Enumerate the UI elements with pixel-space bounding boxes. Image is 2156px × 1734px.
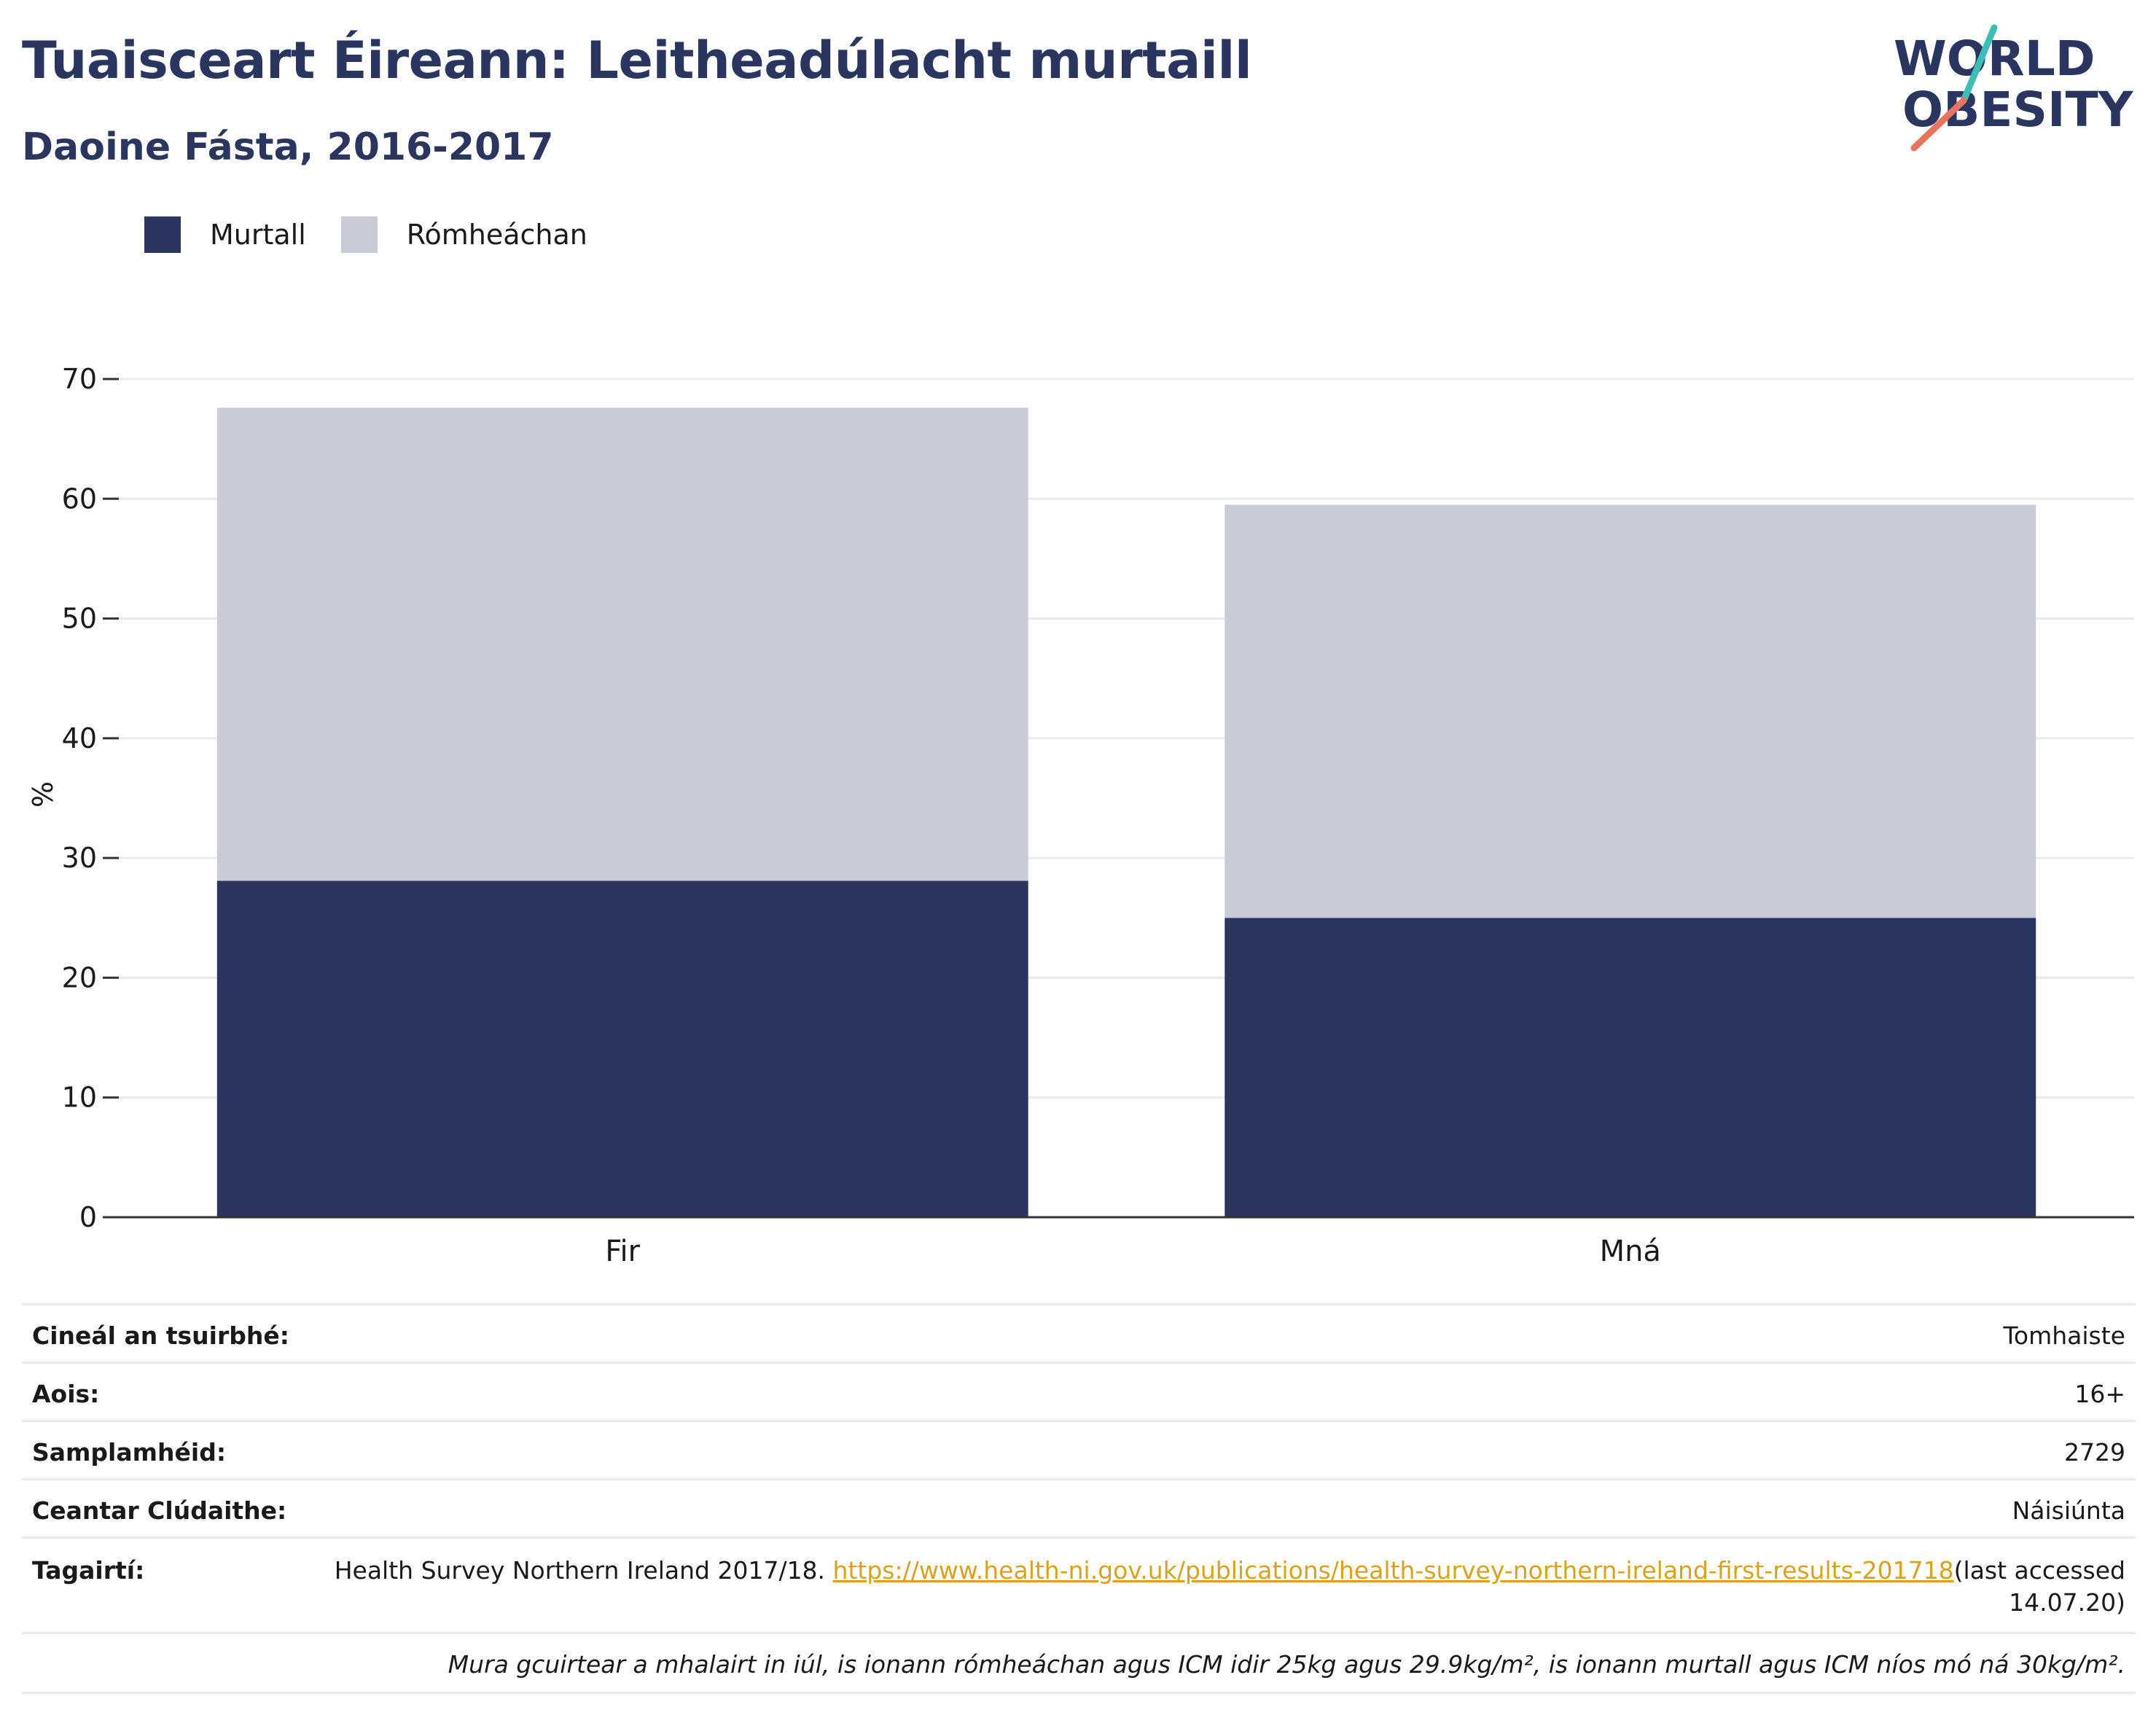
axes: 0 10 20 30 40 50 60 70 Fir Mná: [62, 363, 2134, 1268]
info-row-references: Tagairtí: Health Survey Northern Ireland…: [22, 1537, 2136, 1634]
legend-item-romheachan[interactable]: Rómheáchan: [340, 216, 587, 253]
y-tick-label: 20: [62, 961, 97, 993]
info-row-note: Mura gcuirtear a mhalairt in iúl, is ion…: [22, 1633, 2136, 1694]
info-label: Ceantar Clúdaithe:: [22, 1479, 300, 1539]
info-row-sample-size: Samplamhéid: 2729: [22, 1421, 2136, 1480]
legend-item-murtall[interactable]: Murtall: [144, 216, 306, 253]
info-label: Tagairtí:: [22, 1537, 300, 1634]
legend-label-romheachan: Rómheáchan: [406, 219, 587, 251]
y-tick-label: 30: [62, 842, 97, 874]
y-tick-label: 10: [62, 1082, 97, 1114]
legend-label-murtall: Murtall: [210, 219, 306, 251]
reference-accessed: (last accessed 14.07.20): [1953, 1556, 2125, 1617]
logo-stroke-teal: [1960, 24, 1998, 104]
y-tick-label: 40: [62, 722, 97, 754]
definition-note: Mura gcuirtear a mhalairt in iúl, is ion…: [22, 1633, 2136, 1694]
info-value-references: Health Survey Northern Ireland 2017/18. …: [299, 1537, 2136, 1634]
info-row-coverage: Ceantar Clúdaithe: Náisiúnta: [22, 1479, 2136, 1539]
y-tick-label: 70: [62, 363, 97, 395]
info-label: Aois:: [22, 1362, 300, 1422]
bar-murtall-fir: [216, 880, 1028, 1217]
info-label: Cineál an tsuirbhé:: [22, 1303, 300, 1364]
info-value: Náisiúnta: [299, 1479, 2136, 1539]
info-row-survey-type: Cineál an tsuirbhé: Tomhaiste: [22, 1303, 2136, 1364]
bar-romheachan-mna: [1225, 504, 2036, 918]
bar-murtall-mna: [1225, 918, 2036, 1217]
y-tick-label: 60: [62, 483, 97, 515]
survey-info-table: Cineál an tsuirbhé: Tomhaiste Aois: 16+ …: [22, 1303, 2136, 1694]
x-tick-label: Fir: [605, 1235, 640, 1268]
reference-link[interactable]: https://www.health-ni.gov.uk/publication…: [832, 1556, 1954, 1585]
world-obesity-logo: WORLD OBESITY: [1894, 24, 2134, 152]
info-value: 2729: [299, 1421, 2136, 1480]
chart-title: Tuaisceart Éireann: Leitheadúlacht murta…: [22, 31, 1252, 90]
y-tick-label: 0: [79, 1201, 97, 1233]
info-value: Tomhaiste: [299, 1303, 2136, 1364]
logo-text-world: WORLD: [1894, 31, 2096, 87]
y-axis-label: %: [27, 781, 59, 808]
reference-text: Health Survey Northern Ireland 2017/18.: [334, 1556, 826, 1585]
x-tick-label: Mná: [1600, 1235, 1661, 1268]
info-row-age: Aois: 16+: [22, 1362, 2136, 1422]
bar-chart: 0 10 20 30 40 50 60 70 Fir Mná %: [27, 363, 2134, 1268]
chart-subtitle: Daoine Fásta, 2016-2017: [22, 125, 554, 169]
y-tick-label: 50: [62, 603, 97, 635]
logo-text-obesity: OBESITY: [1902, 82, 2134, 138]
info-value: 16+: [299, 1362, 2136, 1422]
chart-legend: Murtall Rómheáchan: [144, 213, 622, 257]
logo-stroke-coral: [1910, 97, 1967, 152]
legend-swatch-murtall: [144, 216, 181, 253]
bar-romheachan-fir: [216, 407, 1028, 881]
info-label: Samplamhéid:: [22, 1421, 300, 1480]
legend-swatch-romheachan: [340, 216, 378, 253]
bars: [216, 407, 2036, 1217]
